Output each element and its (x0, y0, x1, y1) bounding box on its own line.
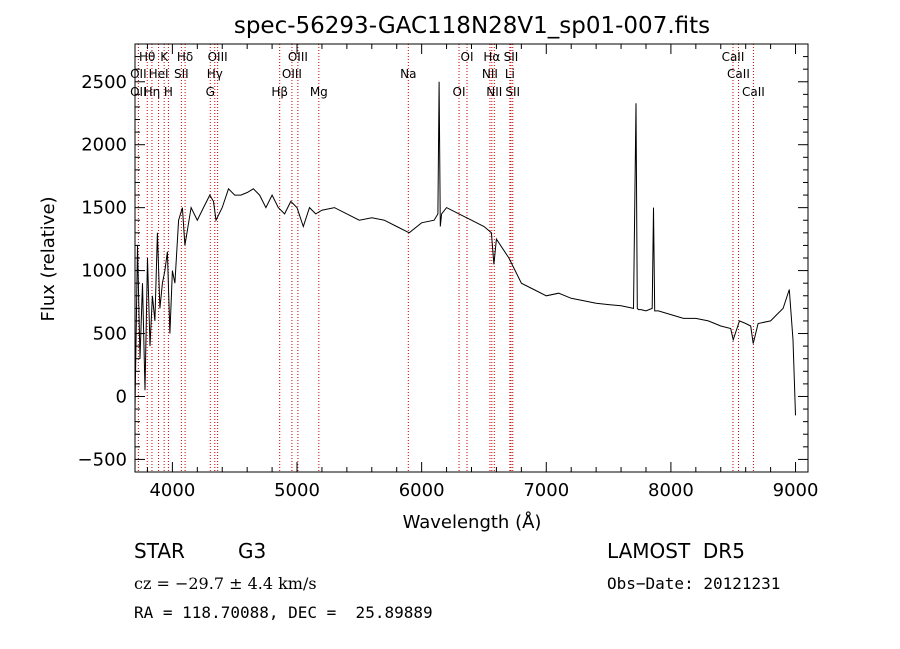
object-class: STAR (134, 539, 185, 563)
line-label: SII (174, 67, 189, 81)
x-tick-label: 4000 (149, 480, 195, 501)
line-label: CaII (742, 85, 765, 99)
object-subclass: G3 (238, 539, 267, 563)
line-label: CaII (722, 50, 745, 64)
line-label: NII (486, 85, 502, 99)
line-label: SII (505, 85, 520, 99)
x-axis: 4000 5000 6000 7000 8000 9000 (146, 44, 819, 501)
emission-line-markers (137, 44, 754, 472)
x-tick-label: 6000 (399, 480, 445, 501)
y-tick-label: 1500 (81, 198, 127, 219)
line-label: OIII (208, 50, 228, 64)
line-label: Mg (310, 85, 328, 99)
line-label: HeI (149, 67, 169, 81)
line-label: Hη (144, 85, 161, 99)
y-tick-label: 2500 (81, 72, 127, 93)
redshift-cz: cz = −29.7 ± 4.4 km/s (134, 574, 317, 593)
line-label: OIII (288, 50, 308, 64)
x-tick-label: 5000 (274, 480, 320, 501)
x-tick-label: 7000 (523, 480, 569, 501)
y-tick-label: −500 (78, 449, 127, 470)
survey-name: LAMOST DR5 (607, 539, 745, 563)
line-label: OIII (282, 67, 302, 81)
y-axis: −500 0 500 1000 1500 2000 2500 (78, 56, 808, 470)
y-tick-label: 0 (116, 386, 127, 407)
emission-line-labels: Hθ K Hδ OIII OIII OI Hα SII CaII OII HeI SII Hγ OIII N… (130, 50, 765, 99)
y-tick-label: 500 (93, 324, 127, 345)
y-axis-label: Flux (relative) (38, 196, 59, 321)
line-label: Na (400, 67, 416, 81)
line-label: Hθ (139, 50, 155, 64)
x-tick-label: 9000 (773, 480, 819, 501)
y-tick-label: 1000 (81, 261, 127, 282)
chart-title: spec-56293-GAC118N28V1_sp01-007.fits (234, 13, 710, 39)
line-label: CaII (727, 67, 750, 81)
line-label: OII (130, 85, 147, 99)
line-label: Hγ (207, 67, 223, 81)
spectrum-line (134, 81, 796, 416)
y-tick-label: 2000 (81, 135, 127, 156)
line-label: Li (505, 67, 515, 81)
ra-dec: RA = 118.70088, DEC = 25.89889 (134, 603, 433, 622)
observation-date: Obs−Date: 20121231 (607, 574, 781, 593)
line-label: Hα (483, 50, 500, 64)
line-label: H (164, 85, 173, 99)
line-label: OI (453, 85, 466, 99)
x-axis-label: Wavelength (Å) (403, 511, 542, 533)
line-label: Hδ (177, 50, 193, 64)
line-label: G (206, 85, 215, 99)
line-label: NII (482, 67, 498, 81)
plot-frame (134, 43, 809, 473)
line-label: OI (461, 50, 474, 64)
x-tick-label: 8000 (648, 480, 694, 501)
line-label: OII (130, 67, 147, 81)
line-label: SII (504, 50, 519, 64)
line-label: Hβ (271, 85, 288, 99)
line-label: K (160, 50, 169, 64)
